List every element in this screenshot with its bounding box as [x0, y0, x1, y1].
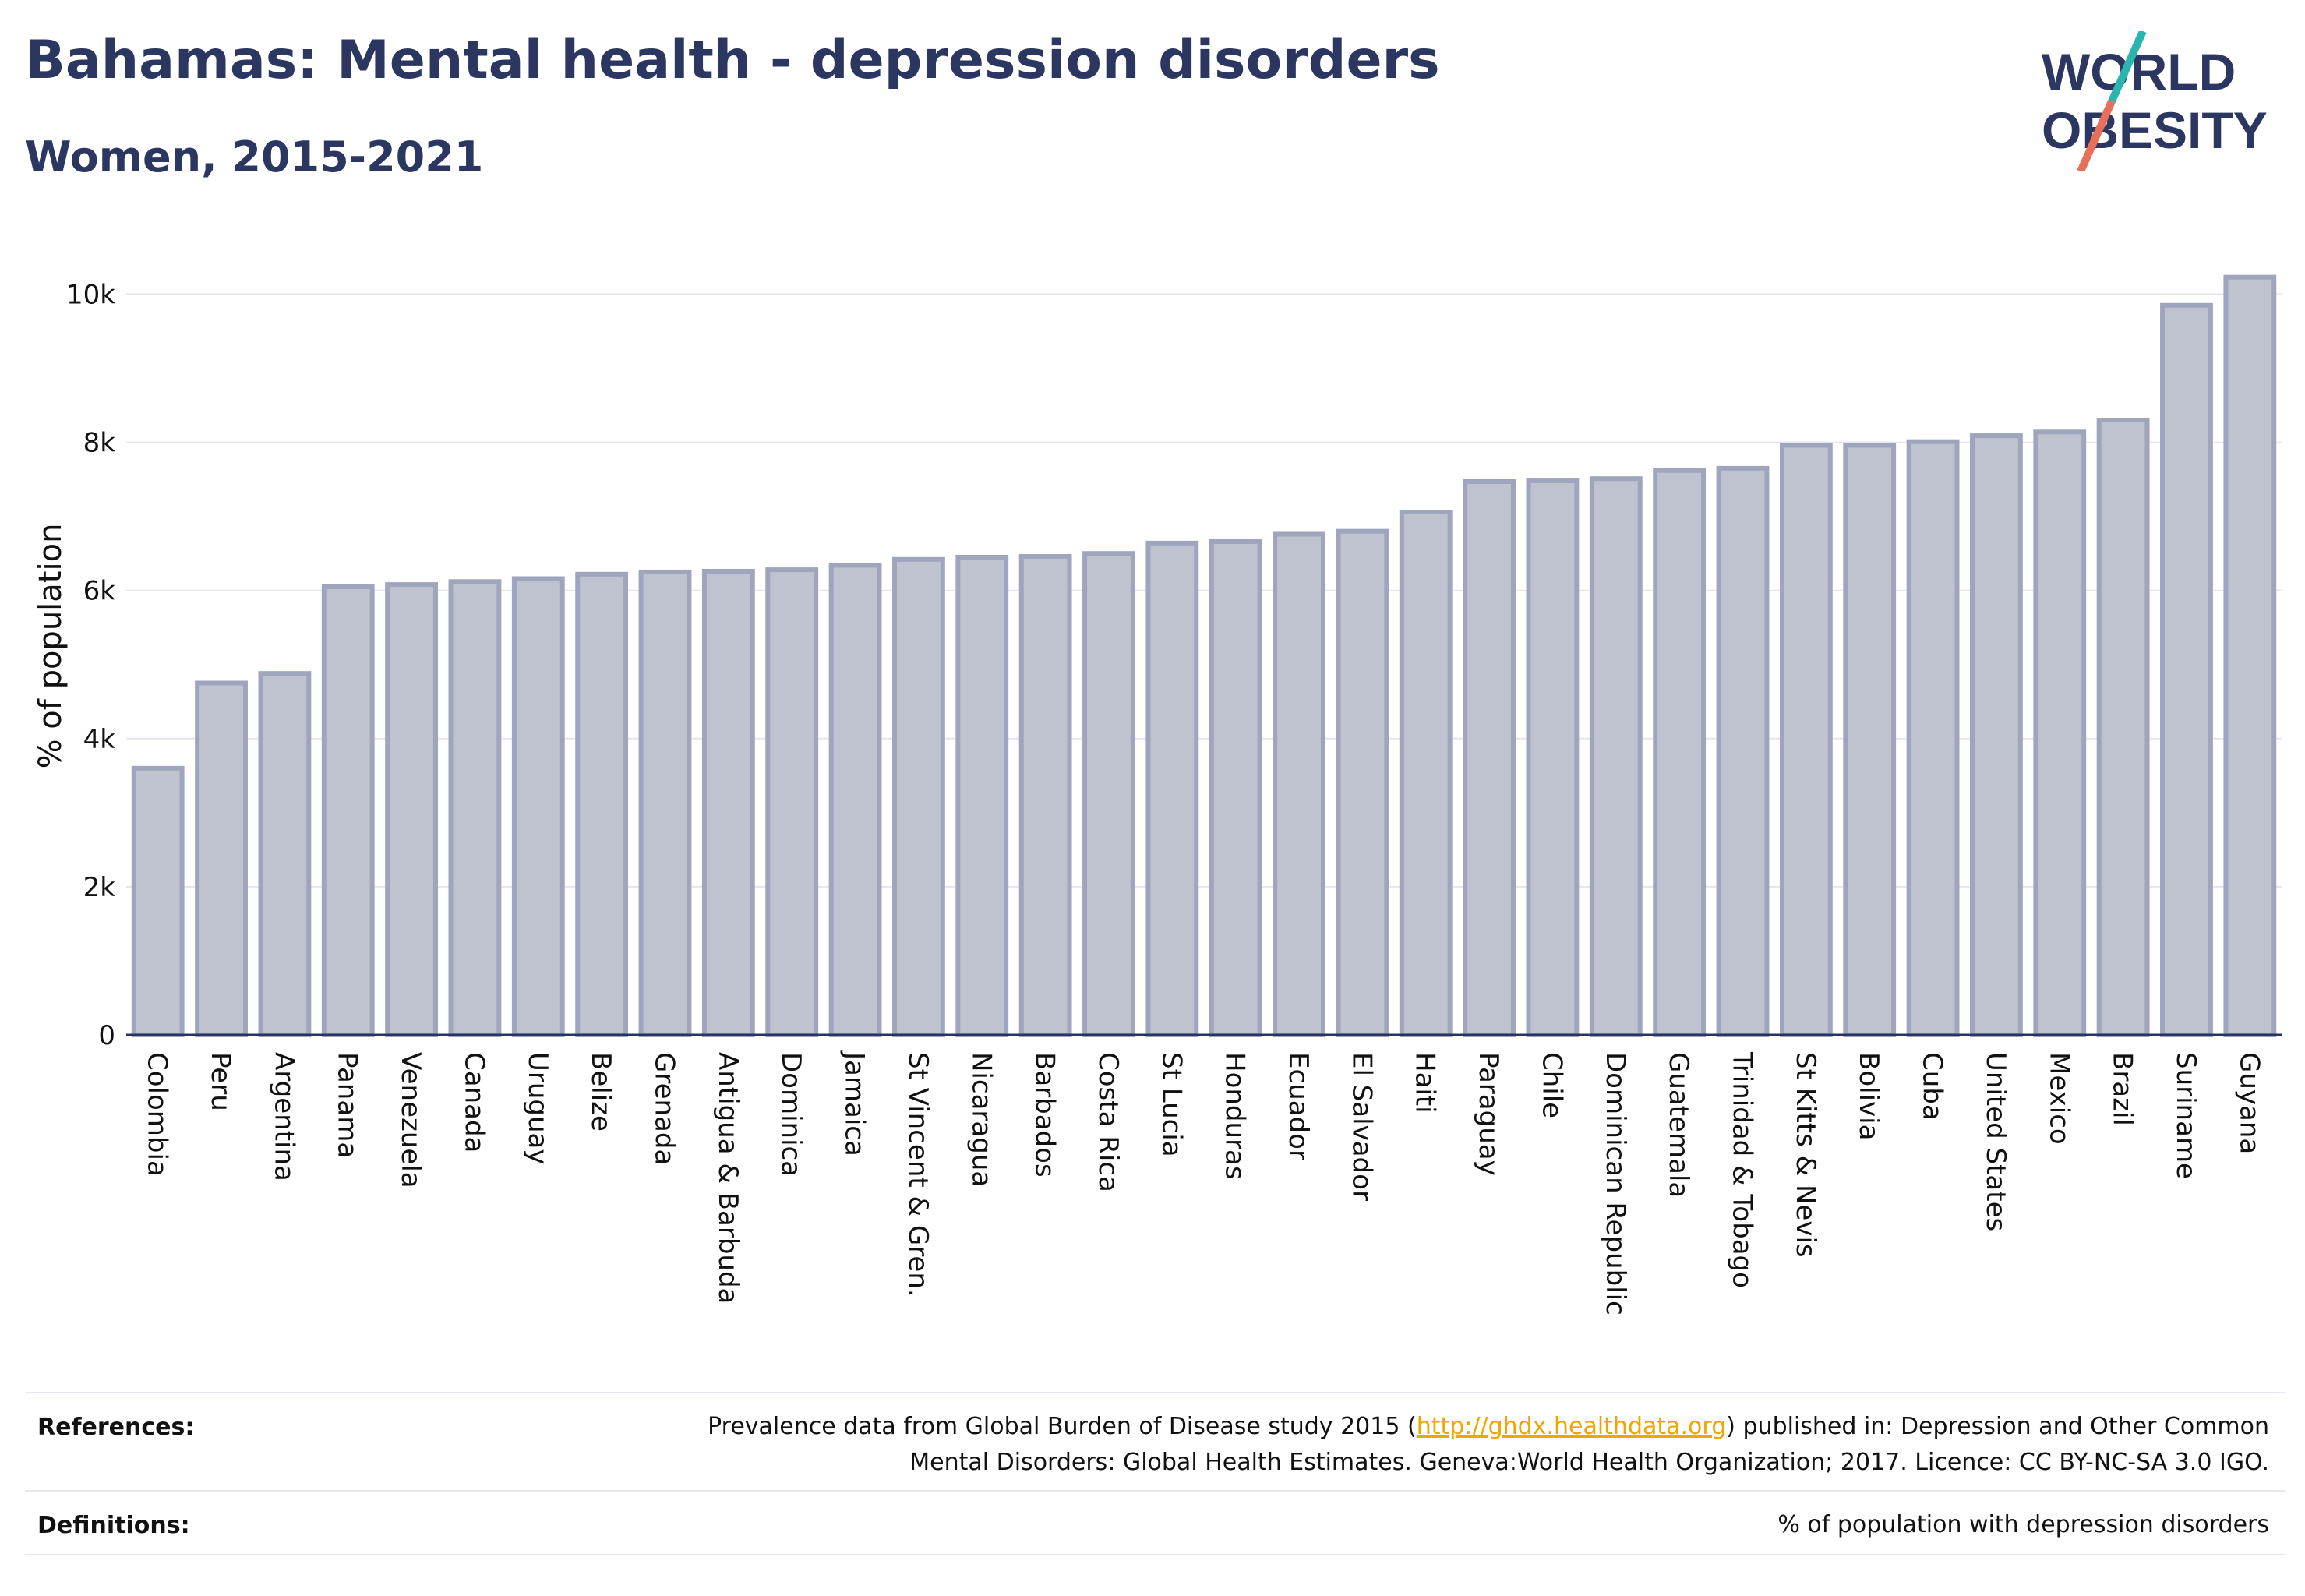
- bar: [195, 680, 248, 1037]
- x-tick-label: Canada: [458, 1052, 489, 1153]
- bar: [1779, 443, 1833, 1037]
- bar: [1969, 433, 2023, 1037]
- bar: [891, 556, 945, 1037]
- x-tick-label: Venezuela: [395, 1052, 426, 1188]
- x-tick-label: Cuba: [1917, 1052, 1948, 1121]
- bar: [1399, 509, 1453, 1037]
- x-tick-label: Dominican Republic: [1600, 1052, 1631, 1315]
- x-tick-label: United States: [1980, 1052, 2011, 1231]
- bar-chart: 0 2k 4k 6k 8k 10k % of population Colombia Peru A…: [33, 274, 2282, 1315]
- y-tick-label: 10k: [66, 280, 115, 311]
- x-tick-label: Jamaica: [839, 1050, 870, 1156]
- x-tick-label: Uruguay: [522, 1052, 553, 1165]
- x-tick-label: Costa Rica: [1092, 1052, 1124, 1192]
- bar: [2096, 418, 2150, 1037]
- x-tick-label: Suriname: [2170, 1052, 2201, 1179]
- y-tick-label: 0: [98, 1020, 115, 1051]
- x-tick-label: Haiti: [1410, 1052, 1441, 1114]
- page-title: Bahamas: Mental health - depression diso…: [25, 30, 1440, 91]
- references-link[interactable]: http://ghdx.healthdata.org: [1416, 1413, 1727, 1440]
- references-text: Prevalence data from Global Burden of Di…: [708, 1409, 2269, 1481]
- bar: [1653, 468, 1707, 1037]
- x-tick-label: Belize: [585, 1052, 616, 1132]
- x-tick-label: Nicaragua: [965, 1052, 997, 1187]
- bar: [511, 576, 565, 1037]
- bar: [385, 582, 439, 1037]
- bar: [955, 554, 1009, 1037]
- x-tick-label: Ecuador: [1283, 1052, 1314, 1160]
- bar: [1018, 553, 1072, 1037]
- bar: [2033, 429, 2087, 1037]
- bar: [575, 571, 629, 1037]
- bar: [1082, 551, 1135, 1037]
- x-tick-label: Chile: [1536, 1052, 1567, 1118]
- bar: [701, 569, 755, 1037]
- x-tick-label: El Salvador: [1346, 1052, 1377, 1201]
- bar: [765, 567, 819, 1037]
- bar: [638, 569, 692, 1037]
- definitions-label: Definitions:: [37, 1512, 190, 1539]
- bar: [1463, 478, 1516, 1037]
- bar: [1209, 538, 1262, 1037]
- references-line1-pre: Prevalence data from Global Burden of Di…: [708, 1413, 1417, 1440]
- x-tick-label: Colombia: [142, 1052, 173, 1177]
- bar: [1273, 531, 1325, 1037]
- bar: [1589, 476, 1643, 1037]
- y-tick-label: 2k: [83, 872, 116, 903]
- x-tick-label: Panama: [332, 1052, 363, 1158]
- x-tick-label: Paraguay: [1473, 1052, 1504, 1176]
- bar: [2160, 302, 2213, 1037]
- x-tick-label: Brazil: [2107, 1052, 2138, 1126]
- references-label: References:: [37, 1414, 195, 1441]
- x-tick-label: Mexico: [2043, 1052, 2074, 1145]
- y-tick-label: 8k: [83, 428, 116, 459]
- bar: [131, 765, 185, 1037]
- footer-divider-bottom: [25, 1554, 2285, 1555]
- bar: [448, 579, 502, 1037]
- logo-teal-slash: [2108, 31, 2147, 104]
- page-subtitle: Women, 2015-2021: [25, 132, 484, 182]
- x-tick-label: Grenada: [649, 1052, 680, 1165]
- logo-coral-slash: [2077, 99, 2116, 171]
- bar: [1145, 540, 1199, 1037]
- x-tick-label: St Vincent & Gren.: [902, 1052, 934, 1298]
- y-axis-label: % of population: [33, 524, 69, 769]
- x-tick-label: Bolivia: [1853, 1052, 1884, 1140]
- bar: [1906, 439, 1960, 1037]
- references-line1-post: ) published in: Depression and Other Com…: [1726, 1413, 2269, 1440]
- y-tick-label: 4k: [83, 724, 116, 755]
- references-line2: Mental Disorders: Global Health Estimate…: [909, 1449, 2269, 1476]
- x-tick-label: Antigua & Barbuda: [712, 1052, 743, 1304]
- y-tick-label: 6k: [83, 576, 116, 607]
- bar: [1843, 443, 1897, 1037]
- bar: [1336, 528, 1389, 1037]
- x-tick-label: Guyana: [2233, 1052, 2264, 1154]
- x-tick-label: Guatemala: [1663, 1052, 1694, 1198]
- bar: [828, 563, 882, 1037]
- x-tick-label: Trinidad & Tobago: [1727, 1051, 1758, 1288]
- x-tick-label: St Lucia: [1156, 1052, 1187, 1157]
- world-obesity-logo: WORLD OBESITY: [2042, 31, 2268, 171]
- footer-divider-top: [25, 1392, 2285, 1393]
- x-tick-label: Peru: [205, 1052, 236, 1111]
- x-tick-label: Barbados: [1029, 1052, 1061, 1178]
- logo-line2: OBESITY: [2042, 101, 2268, 159]
- x-tick-label: St Kitts & Nevis: [1790, 1052, 1821, 1258]
- x-tick-label: Honduras: [1220, 1052, 1251, 1180]
- bar: [258, 671, 312, 1037]
- bar: [1716, 465, 1770, 1037]
- definitions-text: % of population with depression disorder…: [1777, 1511, 2269, 1538]
- bar: [2223, 274, 2277, 1038]
- x-tick-label: Argentina: [268, 1052, 299, 1181]
- logo-line1: WORLD: [2042, 43, 2236, 101]
- footer-divider-middle: [25, 1490, 2285, 1492]
- bar: [321, 584, 375, 1037]
- bar: [1526, 478, 1580, 1037]
- x-tick-label: Dominica: [775, 1052, 807, 1177]
